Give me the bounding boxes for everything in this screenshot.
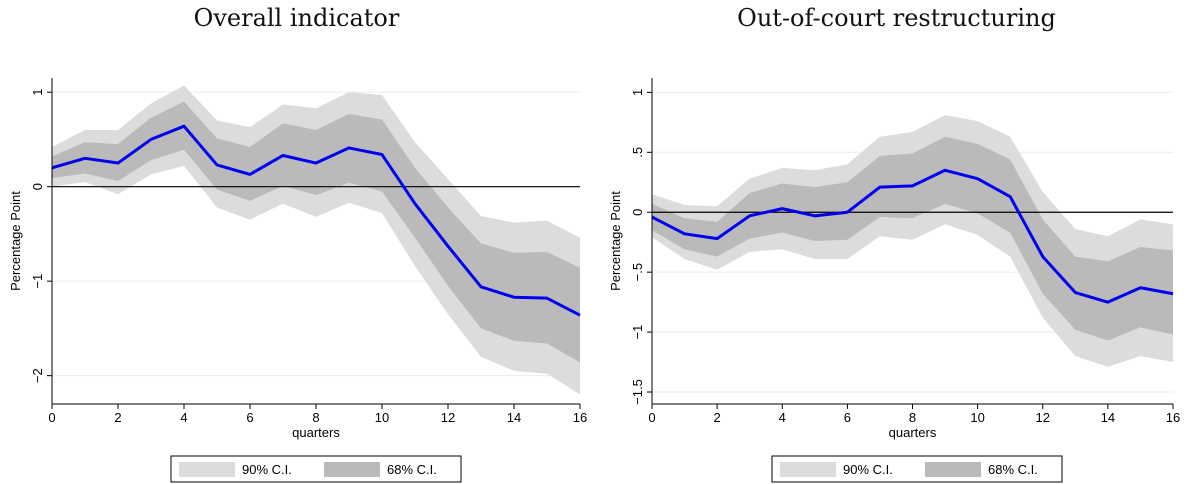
x-tick-label: 4 <box>180 410 187 425</box>
x-tick-label: 10 <box>375 410 389 425</box>
x-tick-label: 14 <box>507 410 521 425</box>
x-tick-label: 2 <box>714 410 721 425</box>
chart-svg: 0 2 4 6 8 10 12 14 16 −2 −1 0 1 quarters Percentage Po… <box>8 78 587 483</box>
y-axis-label: Percentage Point <box>8 191 23 291</box>
x-tick-label: 8 <box>312 410 319 425</box>
y-tick-label: 0 <box>630 209 645 216</box>
x-tick-label: 16 <box>1166 410 1180 425</box>
confidence-band <box>652 115 1173 367</box>
x-tick-label: 2 <box>114 410 121 425</box>
x-axis-label: quarters <box>889 425 937 440</box>
chart-title: Overall indicator <box>193 4 400 32</box>
confidence-band <box>52 85 580 395</box>
y-tick-label: 1 <box>30 89 45 96</box>
y-tick-label: −1 <box>630 325 645 340</box>
confidence-band <box>652 136 1173 341</box>
y-tick-label: −1.5 <box>630 379 645 405</box>
chart-title: Out-of-court restructuring <box>737 4 1056 32</box>
x-tick-label: 14 <box>1101 410 1115 425</box>
x-tick-label: 0 <box>48 410 55 425</box>
x-tick-label: 0 <box>648 410 655 425</box>
x-tick-label: 6 <box>844 410 851 425</box>
y-tick-label: 0 <box>30 183 45 190</box>
y-tick-label: −.5 <box>630 263 645 281</box>
series-line <box>651 168 1174 304</box>
confidence-band <box>52 101 580 363</box>
x-tick-label: 16 <box>573 410 587 425</box>
x-tick-label: 4 <box>779 410 786 425</box>
left-panel: Overall indicator 0 2 4 6 8 10 12 14 16 −2 −1 0 1 qua… <box>8 4 587 483</box>
y-tick-label: 1 <box>630 89 645 96</box>
y-tick-label: −1 <box>30 274 45 289</box>
x-tick-label: 6 <box>246 410 253 425</box>
series-line <box>51 124 581 317</box>
x-tick-label: 10 <box>970 410 984 425</box>
x-tick-label: 12 <box>1036 410 1050 425</box>
x-tick-label: 8 <box>909 410 916 425</box>
legend-swatch <box>780 462 836 477</box>
legend-swatch <box>179 462 235 477</box>
x-tick-label: 12 <box>441 410 455 425</box>
x-axis-label: quarters <box>292 425 340 440</box>
y-tick-label: .5 <box>630 147 645 158</box>
legend-swatch <box>324 462 380 477</box>
y-tick-label: −2 <box>30 368 45 383</box>
legend-swatch <box>925 462 981 477</box>
legend-label: 68% C.I. <box>988 462 1038 477</box>
legend-label: 90% C.I. <box>242 462 292 477</box>
chart-svg: 0 2 4 6 8 10 12 14 16 −1.5 −1 −.5 0 .5 1 quarters Percen… <box>608 78 1180 483</box>
y-axis-label: Percentage Point <box>608 191 623 291</box>
legend-label: 90% C.I. <box>843 462 893 477</box>
legend-label: 68% C.I. <box>387 462 437 477</box>
right-panel: Out-of-court restructuring 0 2 4 6 8 10 12 14 16… <box>600 0 1186 484</box>
